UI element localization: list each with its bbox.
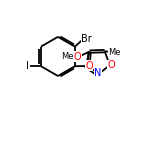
Text: Me: Me	[108, 48, 121, 57]
Text: O: O	[85, 61, 93, 71]
Text: I: I	[26, 61, 29, 71]
Text: O: O	[108, 60, 115, 70]
Text: N: N	[94, 68, 102, 78]
Text: O: O	[74, 52, 81, 62]
Text: Br: Br	[81, 34, 92, 44]
Text: Me: Me	[61, 52, 73, 61]
